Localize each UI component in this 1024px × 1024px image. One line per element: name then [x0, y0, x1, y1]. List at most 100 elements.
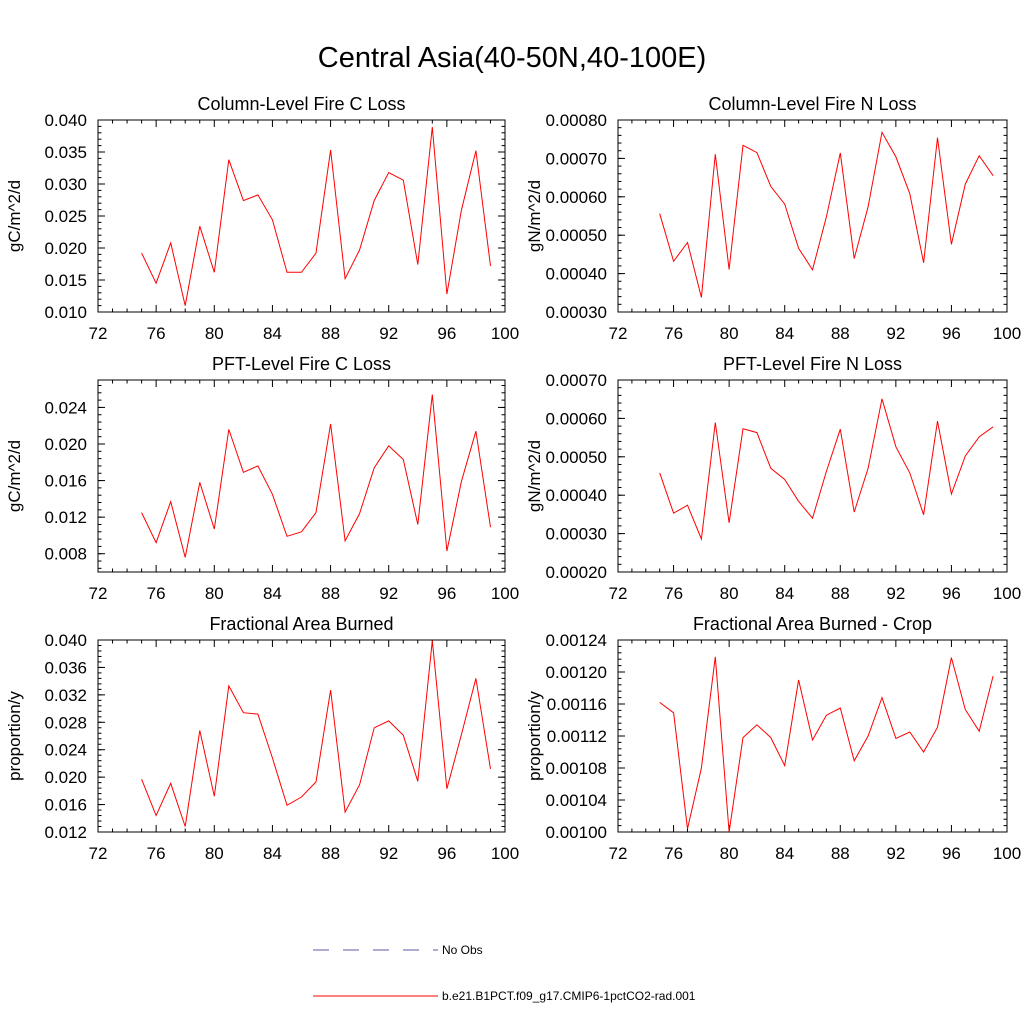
data-point — [315, 512, 316, 513]
data-point — [374, 200, 375, 201]
x-tick-label: 88 — [321, 324, 340, 343]
series-line — [659, 398, 994, 541]
y-tick-label: 0.00112 — [547, 727, 607, 746]
x-tick-label: 80 — [720, 584, 739, 603]
data-point — [784, 479, 785, 480]
data-point — [490, 527, 491, 528]
data-point — [156, 815, 157, 816]
data-point — [659, 213, 660, 214]
data-point — [965, 455, 966, 456]
data-point — [812, 269, 813, 270]
panel-2: Column-Level Fire N Loss gN/m^2/d 72 76 80 84… — [525, 94, 1021, 343]
y-tick-label: 0.015 — [44, 271, 87, 290]
panel-title: PFT-Level Fire N Loss — [723, 354, 902, 374]
y-tick-label: 0.00124 — [546, 631, 607, 650]
data-point — [228, 159, 229, 160]
data-point — [228, 685, 229, 686]
y-tick-label: 0.036 — [44, 658, 87, 677]
data-point — [243, 712, 244, 713]
y-tick-label: 0.020 — [44, 239, 87, 258]
y-axis-label: gN/m^2/d — [525, 180, 544, 252]
data-point — [272, 219, 273, 220]
x-tick-label: 96 — [942, 584, 961, 603]
data-point — [951, 657, 952, 658]
data-point — [840, 429, 841, 430]
panel-title: PFT-Level Fire C Loss — [212, 354, 391, 374]
x-tick-label: 96 — [942, 844, 961, 863]
data-point — [374, 727, 375, 728]
panel-3: PFT-Level Fire C Loss gC/m^2/d 72 76 80 84 88 9… — [5, 354, 519, 603]
data-point — [937, 727, 938, 728]
data-point — [359, 249, 360, 250]
data-point — [798, 501, 799, 502]
series-line — [141, 640, 491, 827]
x-tick-label: 100 — [993, 324, 1021, 343]
y-tick-label: 0.024 — [44, 398, 87, 417]
data-point — [784, 765, 785, 766]
data-point — [228, 429, 229, 430]
data-point — [330, 689, 331, 690]
data-point — [715, 154, 716, 155]
x-tick-label: 88 — [321, 844, 340, 863]
data-point — [937, 420, 938, 421]
data-point — [687, 242, 688, 243]
data-point — [923, 751, 924, 752]
panel-1: Column-Level Fire C Loss gC/m^2/d 72 76 80 84… — [5, 94, 519, 343]
x-tick-label: 84 — [263, 324, 282, 343]
y-tick-label: 0.016 — [44, 472, 87, 491]
data-point — [490, 265, 491, 266]
data-point — [895, 738, 896, 739]
data-point — [214, 528, 215, 529]
y-tick-label: 0.040 — [44, 631, 87, 650]
y-tick-label: 0.012 — [44, 823, 87, 842]
data-point — [417, 781, 418, 782]
series-line — [659, 130, 994, 298]
y-tick-label: 0.00116 — [547, 695, 607, 714]
data-point — [756, 152, 757, 153]
y-tick-label: 0.020 — [44, 768, 87, 787]
x-tick-label: 76 — [664, 584, 683, 603]
data-point — [659, 702, 660, 703]
y-tick-label: 0.00060 — [546, 409, 607, 428]
x-tick-label: 88 — [321, 584, 340, 603]
data-point — [170, 783, 171, 784]
legend-label-no-obs: No Obs — [442, 943, 483, 957]
y-tick-label: 0.024 — [44, 741, 87, 760]
data-point — [446, 788, 447, 789]
x-tick-label: 92 — [379, 844, 398, 863]
data-point — [770, 737, 771, 738]
data-point — [432, 126, 433, 127]
y-tick-label: 0.00030 — [546, 303, 607, 322]
data-point — [895, 156, 896, 157]
legend-lines — [313, 949, 438, 997]
y-tick-label: 0.020 — [44, 435, 87, 454]
data-point — [403, 459, 404, 460]
x-tick-label: 96 — [942, 324, 961, 343]
data-point — [156, 283, 157, 284]
data-point — [701, 767, 702, 768]
data-point — [812, 739, 813, 740]
panel-title: Column-Level Fire C Loss — [197, 94, 405, 114]
data-point — [826, 216, 827, 217]
y-tick-label: 0.00070 — [546, 371, 607, 390]
data-point — [432, 394, 433, 395]
data-point — [770, 186, 771, 187]
x-tick-label: 72 — [89, 584, 108, 603]
x-tick-label: 92 — [379, 324, 398, 343]
data-point — [185, 557, 186, 558]
y-tick-label: 0.00020 — [546, 563, 607, 582]
data-point — [715, 656, 716, 657]
y-tick-label: 0.00060 — [546, 188, 607, 207]
x-tick-label: 76 — [147, 844, 166, 863]
x-tick-label: 84 — [775, 844, 794, 863]
data-point — [993, 426, 994, 427]
data-point — [403, 180, 404, 181]
data-point — [701, 297, 702, 298]
data-point — [388, 172, 389, 173]
data-point — [330, 423, 331, 424]
data-point — [701, 538, 702, 539]
data-point — [854, 760, 855, 761]
data-point — [315, 781, 316, 782]
data-point — [403, 735, 404, 736]
data-point — [359, 513, 360, 514]
